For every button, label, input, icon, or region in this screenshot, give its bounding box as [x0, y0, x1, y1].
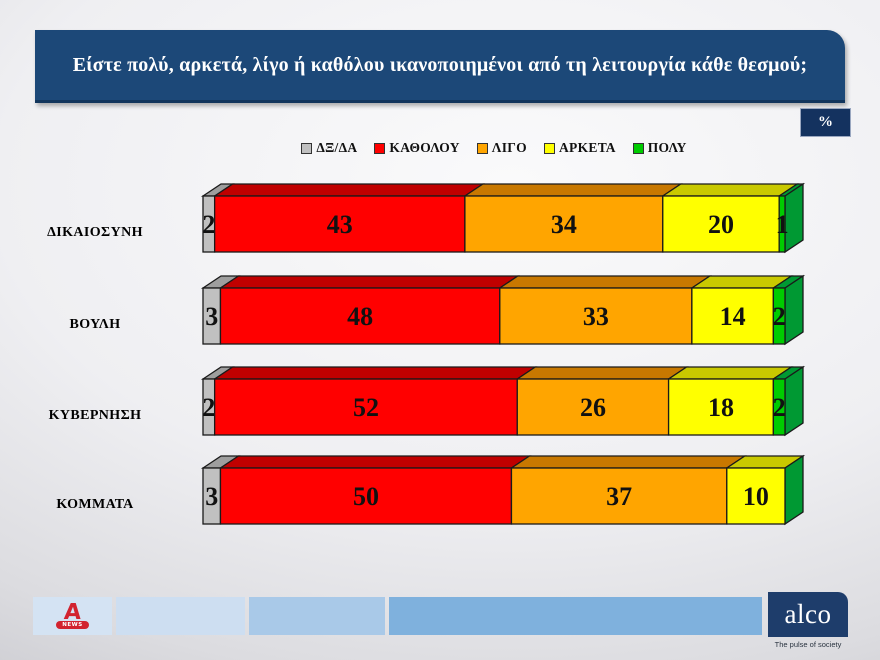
bar-segment [464, 195, 664, 253]
bar-segment [667, 378, 775, 436]
bar-value-label: 3 [205, 302, 218, 331]
category-label: ΒΟΥΛΗ [69, 317, 120, 332]
bar-segment [772, 378, 786, 436]
bar-segment [510, 467, 728, 525]
bar-segment-top-face [462, 183, 683, 197]
category-label: ΚΥΒΕΡΝΗΣΗ [49, 408, 142, 423]
bar-value-label: 1 [776, 210, 789, 239]
bar-value-label: 20 [708, 210, 734, 239]
percent-unit-badge: % [800, 108, 851, 137]
bar-value-label: 33 [583, 302, 609, 331]
legend-swatch [632, 142, 644, 154]
legend-label: ΚΑΘΟΛΟΥ [389, 140, 460, 155]
question-title-box: Είστε πολύ, αρκετά, λίγο ή καθόλου ικανο… [35, 30, 845, 103]
bar-value-label: 2 [773, 393, 786, 422]
bar-segment-top-face [497, 275, 713, 289]
bar-value-label: 48 [347, 302, 373, 331]
bar-segment-top-face [515, 366, 689, 380]
bar-end-cap [784, 274, 804, 346]
bar-segment [213, 378, 518, 436]
chart-legend: ΔΞ/ΔΑ ΚΑΘΟΛΟΥ ΛΙΓΟ ΑΡΚΕΤΑ ΠΟΛΥ [203, 139, 785, 157]
bar-value-label: 2 [202, 393, 215, 422]
legend-item: ΚΑΘΟΛΟΥ [374, 140, 459, 156]
legend-swatch [374, 142, 386, 154]
bar-segment-top-face [212, 366, 538, 380]
bar-segment [499, 287, 693, 345]
alpha-news-badge: NEWS [56, 621, 89, 629]
legend-item: ΠΟΛΥ [632, 140, 687, 156]
alpha-news-logo: A NEWS [33, 597, 112, 635]
category-label: ΔΙΚΑΙΟΣΥΝΗ [47, 225, 143, 240]
bar-segment-top-face [509, 455, 747, 469]
legend-label: ΑΡΚΕΤΑ [559, 140, 616, 155]
legend-label: ΛΙΓΟ [491, 140, 527, 155]
bar-segment [778, 195, 786, 253]
bar-segment-top-face [666, 366, 794, 380]
bar-end-cap [784, 365, 804, 437]
bar-value-label: 52 [353, 393, 379, 422]
bar-segment [772, 287, 786, 345]
bar-value-label: 3 [205, 482, 218, 511]
footer-color-box [249, 597, 385, 635]
bar-segment-top-face [212, 183, 486, 197]
legend-label: ΔΞ/ΔΑ [316, 140, 358, 155]
footer-color-box [389, 597, 762, 635]
legend-label: ΠΟΛΥ [647, 140, 687, 155]
stacked-bar-chart: 2 43 34 20 1 ΔΙΚΑΙΟΣΥΝΗ 3 48 33 14 2 ΒΟΥΛΗ 2 52 26 18 2 Κ… [0, 170, 880, 570]
question-title: Είστε πολύ, αρκετά, λίγο ή καθόλου ικανο… [72, 53, 808, 76]
legend-swatch [476, 142, 488, 154]
legend-item: ΑΡΚΕΤΑ [544, 140, 616, 156]
bar-segment [219, 467, 513, 525]
bar-segment [662, 195, 780, 253]
bar-value-label: 2 [202, 210, 215, 239]
legend-swatch [544, 142, 555, 154]
bar-value-label: 34 [551, 210, 577, 239]
alco-logo: alco [768, 592, 848, 637]
bar-value-label: 50 [353, 482, 379, 511]
legend-item: ΛΙΓΟ [476, 140, 527, 156]
bar-segment-top-face [660, 183, 800, 197]
bar-value-label: 18 [708, 393, 734, 422]
alco-logo-text: alco [784, 599, 832, 629]
bar-segment-top-face [218, 275, 520, 289]
bar-segment [219, 287, 501, 345]
bar-end-cap [784, 454, 804, 526]
bar-value-label: 43 [327, 210, 353, 239]
bar-segment [726, 467, 786, 525]
category-label: ΚΟΜΜΑΤΑ [56, 497, 134, 512]
bar-value-label: 14 [720, 302, 746, 331]
bar-value-label: 37 [606, 482, 632, 511]
legend-swatch [301, 142, 313, 154]
bar-segment-top-face [218, 455, 532, 469]
bar-value-label: 2 [773, 302, 786, 331]
bar-segment [213, 195, 466, 253]
chart-canvas: 2 43 34 20 1 ΔΙΚΑΙΟΣΥΝΗ 3 48 33 14 2 ΒΟΥΛΗ 2 52 26 18 2 Κ… [47, 182, 806, 526]
bar-segment [516, 378, 670, 436]
alpha-letter-icon: A [63, 600, 82, 625]
bar-value-label: 10 [743, 482, 769, 511]
bar-value-label: 26 [580, 393, 606, 422]
footer-color-box [116, 597, 245, 635]
percent-unit-label: % [818, 114, 833, 130]
legend-item: ΔΞ/ΔΑ [301, 140, 357, 156]
alco-tagline: The pulse of society [774, 640, 842, 649]
